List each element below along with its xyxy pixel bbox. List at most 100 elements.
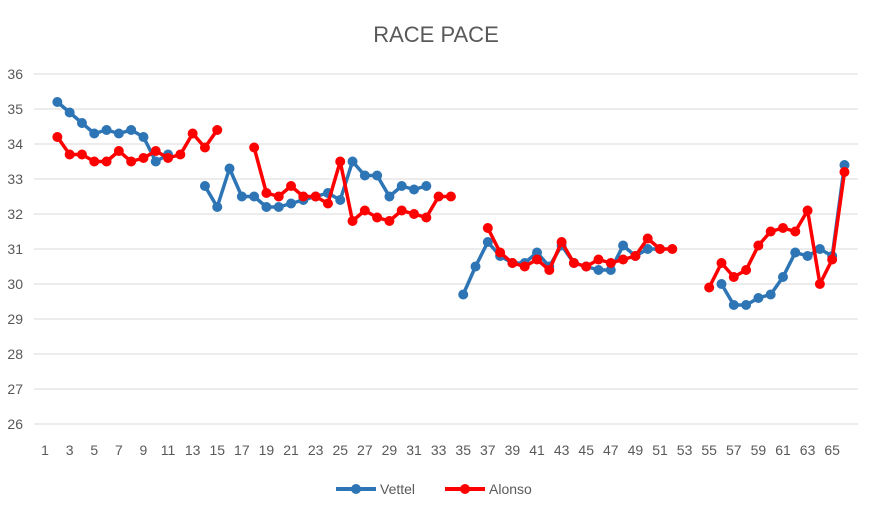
data-point: [335, 156, 346, 167]
y-tick-label: 33: [7, 171, 23, 187]
data-point: [704, 282, 715, 293]
data-point: [777, 272, 788, 282]
x-tick-label: 49: [628, 442, 644, 458]
series-line: [486, 227, 673, 272]
data-point: [519, 261, 530, 272]
legend-marker: [460, 484, 470, 494]
data-point: [261, 202, 272, 212]
data-point: [138, 153, 149, 163]
data-point: [765, 289, 776, 300]
x-tick-label: 29: [382, 442, 398, 458]
data-point: [593, 254, 604, 265]
data-point: [753, 240, 764, 251]
data-point: [765, 226, 776, 237]
data-point: [532, 254, 543, 265]
y-tick-label: 34: [7, 136, 23, 152]
data-point: [654, 244, 665, 254]
y-tick-label: 30: [7, 276, 23, 292]
y-tick-label: 28: [7, 346, 23, 362]
data-point: [802, 205, 813, 216]
data-point: [261, 188, 272, 198]
data-point: [618, 254, 629, 265]
x-tick-label: 1: [41, 442, 49, 458]
data-point: [101, 156, 112, 167]
data-point: [470, 261, 481, 272]
x-tick-label: 25: [332, 442, 348, 458]
x-tick-label: 33: [431, 442, 447, 458]
data-point: [113, 128, 124, 139]
x-tick-label: 27: [357, 442, 373, 458]
data-point: [359, 170, 370, 181]
data-point: [384, 191, 395, 202]
series-alonso: [52, 125, 850, 293]
data-point: [814, 244, 825, 254]
x-tick-label: 47: [603, 442, 619, 458]
data-point: [777, 223, 788, 233]
y-tick-label: 36: [7, 66, 23, 82]
data-point: [642, 244, 653, 254]
data-point: [138, 132, 149, 142]
data-point: [64, 149, 75, 160]
data-point: [372, 212, 383, 223]
y-tick-label: 32: [7, 206, 23, 222]
x-tick-label: 23: [308, 442, 324, 458]
data-point: [630, 251, 641, 261]
x-tick-label: 65: [824, 442, 840, 458]
x-tick-label: 13: [185, 442, 201, 458]
legend-label: Alonso: [489, 481, 532, 497]
data-point: [298, 191, 309, 202]
data-point: [101, 125, 112, 135]
data-point: [802, 251, 813, 261]
data-point: [753, 293, 764, 303]
data-point: [581, 261, 592, 272]
x-tick-label: 55: [701, 442, 717, 458]
data-point: [396, 181, 407, 191]
data-point: [728, 272, 739, 282]
data-point: [421, 212, 432, 223]
data-point: [544, 265, 555, 275]
data-point: [482, 237, 493, 247]
data-point: [814, 279, 825, 289]
x-tick-label: 51: [652, 442, 668, 458]
legend-marker: [351, 484, 361, 494]
chart-title: RACE PACE: [373, 22, 499, 47]
legend-item: Alonso: [445, 481, 532, 497]
data-point: [286, 198, 297, 209]
data-point: [89, 128, 100, 139]
data-point: [741, 265, 752, 275]
x-tick-label: 53: [677, 442, 693, 458]
x-tick-label: 7: [115, 442, 123, 458]
data-point: [199, 142, 210, 153]
data-point: [212, 125, 223, 135]
data-point: [322, 198, 333, 209]
data-point: [236, 191, 247, 202]
y-tick-label: 29: [7, 311, 23, 327]
data-point: [605, 265, 616, 275]
legend: Vettel Alonso: [336, 481, 532, 497]
data-point: [421, 181, 432, 191]
data-point: [89, 156, 100, 167]
x-axis-ticks: 1 3 5 7 9 11 13 15 17 19 21 23 25 27 29 31 33 35 37 39 41 43 4…: [41, 442, 840, 458]
data-point: [64, 107, 75, 118]
x-tick-label: 5: [90, 442, 98, 458]
data-point: [556, 237, 567, 247]
x-tick-label: 19: [259, 442, 275, 458]
data-point: [212, 202, 223, 212]
data-point: [741, 300, 752, 310]
data-point: [76, 149, 87, 160]
data-point: [199, 181, 210, 191]
y-tick-label: 35: [7, 101, 23, 117]
data-point: [716, 258, 727, 268]
series-line: [707, 171, 847, 289]
data-point: [716, 279, 727, 289]
data-point: [507, 258, 518, 268]
x-tick-label: 21: [283, 442, 299, 458]
x-tick-label: 35: [455, 442, 471, 458]
data-point: [445, 191, 456, 202]
data-point: [249, 142, 260, 153]
gridlines: [34, 73, 858, 425]
data-point: [359, 205, 370, 216]
data-point: [273, 202, 284, 212]
data-point: [126, 125, 137, 135]
